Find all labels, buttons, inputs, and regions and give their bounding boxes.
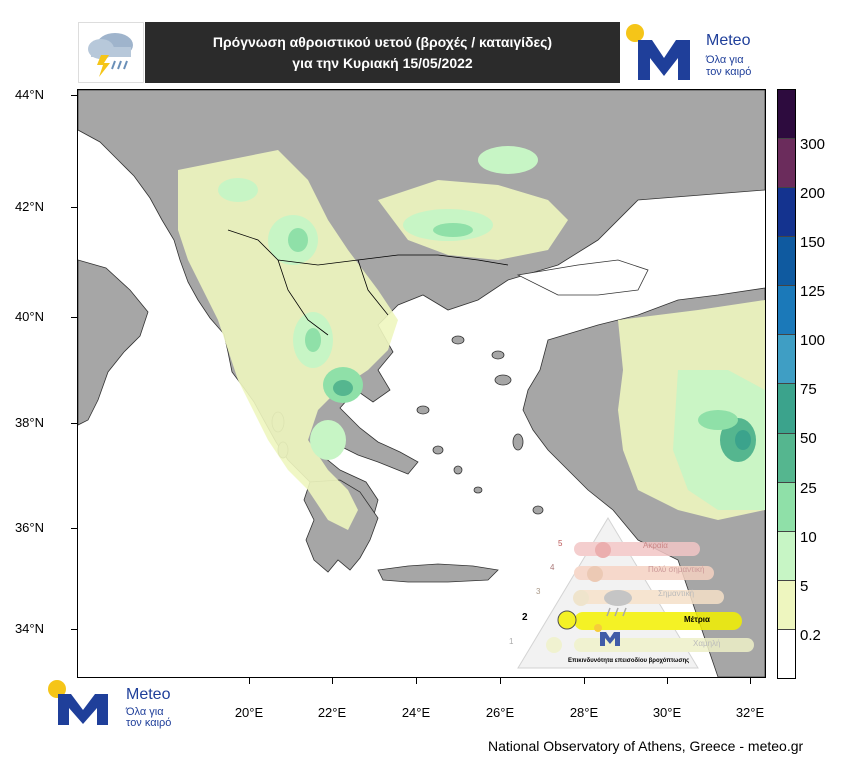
colorbar-label-0-2: 0.2 [800,627,821,644]
colorbar-label-150: 150 [800,234,826,251]
brand-tagline-1: Όλα για [706,54,744,66]
risk-level-5: 5 [558,539,563,548]
lon-label-30: 30°E [652,705,682,720]
lat-tick [71,207,77,208]
map-canvas [78,90,765,677]
colorbar-label-10: 10 [800,529,817,546]
lon-label-32: 32°E [735,705,765,720]
risk-level-1: 1 [509,637,514,646]
storm-cloud-icon [88,33,133,77]
lat-label-38: 38°N [14,415,44,430]
forecast-title: Πρόγνωση αθροιστικού υετού (βροχές / κατ… [145,22,620,83]
colorbar-label-200: 200 [800,185,826,202]
rain-cloud-icon [604,590,632,617]
lat-tick [71,95,77,96]
lon-label-26: 26°E [485,705,515,720]
lon-label-24: 24°E [401,705,431,720]
lon-tick [500,678,501,684]
risk-label-extreme: Ακραία [643,541,668,550]
lon-label-28: 28°E [569,705,599,720]
meteo-m-icon [626,24,690,80]
lon-label-22: 22°E [317,705,347,720]
colorbar-segment [778,90,795,140]
title-line-1: Πρόγνωση αθροιστικού υετού (βροχές / κατ… [212,33,553,50]
colorbar-segment [778,335,795,385]
risk-label-low: Χαμηλή [693,639,721,648]
lon-tick [750,678,751,684]
borders [227,229,509,336]
lat-label-42: 42°N [14,199,44,214]
risk-scale-graphic [517,517,754,669]
precip-colorbar [777,89,796,679]
lat-label-44: 44°N [14,87,44,102]
lat-tick [71,317,77,318]
meteo-logo-bottom: Meteo Όλα για τον καιρό [46,680,186,730]
lat-label-40: 40°N [14,309,44,324]
precip-shading [178,146,765,530]
lon-tick [416,678,417,684]
brand-tagline-1: Όλα για [126,706,164,718]
water-areas [516,259,649,296]
precipitation-map: 5 4 3 2 1 Ακραία Πολύ σημαντική Σημαντικ… [77,89,766,678]
brand-tagline-2: τον καιρό [706,66,752,78]
brand-name: Meteo [126,686,171,703]
lon-tick [584,678,585,684]
lat-tick [71,528,77,529]
colorbar-segment [778,286,795,336]
brand-tagline-2: τον καιρό [126,717,172,729]
meteo-logo-top: Meteo Όλα για τον καιρό [620,22,766,83]
colorbar-segment [778,629,795,678]
risk-level-2: 2 [522,612,528,623]
colorbar-label-100: 100 [800,332,826,349]
colorbar-label-25: 25 [800,480,817,497]
colorbar-segment [778,384,795,434]
lat-tick [71,629,77,630]
lon-tick [332,678,333,684]
colorbar-segment [778,580,795,630]
risk-label-very-significant: Πολύ σημαντική [648,565,705,574]
colorbar-label-300: 300 [800,136,826,153]
lat-label-34: 34°N [14,621,44,636]
title-line-2: για την Κυριακή 15/05/2022 [292,54,473,71]
meteo-m-icon [48,680,108,725]
lat-label-36: 36°N [14,520,44,535]
lon-tick [249,678,250,684]
lon-label-20: 20°E [234,705,264,720]
colorbar-label-125: 125 [800,283,826,300]
lon-tick [667,678,668,684]
colorbar-segment [778,433,795,483]
lat-tick [71,423,77,424]
risk-level-4: 4 [550,563,555,572]
risk-level-3: 3 [536,587,541,596]
colorbar-segment [778,188,795,238]
colorbar-label-75: 75 [800,381,817,398]
colorbar-segment [778,139,795,189]
colorbar-label-5: 5 [800,578,809,595]
risk-label-moderate: Μέτρια [684,615,710,624]
footer-credit: National Observatory of Athens, Greece -… [488,738,804,754]
colorbar-segment [778,237,795,287]
colorbar-label-50: 50 [800,430,817,447]
colorbar-segment [778,531,795,581]
weather-logo [78,22,144,83]
brand-name: Meteo [706,32,751,49]
risk-label-significant: Σημαντική [658,589,695,598]
risk-scale-caption: Επικινδυνότητα επεισοδίου βροχόπτωσης [568,658,690,664]
colorbar-segment [778,482,795,532]
